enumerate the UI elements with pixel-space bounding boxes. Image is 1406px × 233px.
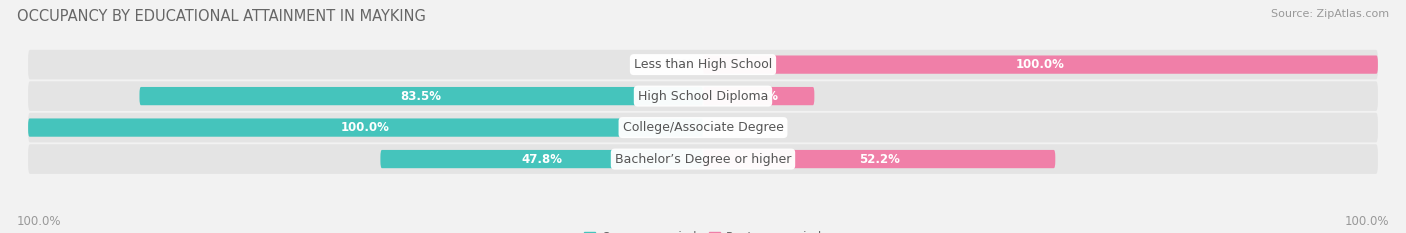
FancyBboxPatch shape <box>28 118 703 137</box>
Text: 47.8%: 47.8% <box>522 153 562 166</box>
FancyBboxPatch shape <box>703 87 814 105</box>
FancyBboxPatch shape <box>703 150 1056 168</box>
Text: 100.0%: 100.0% <box>342 121 389 134</box>
Text: 100.0%: 100.0% <box>1017 58 1064 71</box>
Text: 100.0%: 100.0% <box>1344 215 1389 228</box>
Text: 83.5%: 83.5% <box>401 90 441 103</box>
FancyBboxPatch shape <box>703 55 1378 74</box>
Text: 0.0%: 0.0% <box>713 121 742 134</box>
Legend: Owner-occupied, Renter-occupied: Owner-occupied, Renter-occupied <box>579 226 827 233</box>
Text: Source: ZipAtlas.com: Source: ZipAtlas.com <box>1271 9 1389 19</box>
Text: College/Associate Degree: College/Associate Degree <box>623 121 783 134</box>
FancyBboxPatch shape <box>28 113 1378 142</box>
FancyBboxPatch shape <box>28 144 1378 174</box>
Text: Less than High School: Less than High School <box>634 58 772 71</box>
Text: OCCUPANCY BY EDUCATIONAL ATTAINMENT IN MAYKING: OCCUPANCY BY EDUCATIONAL ATTAINMENT IN M… <box>17 9 426 24</box>
FancyBboxPatch shape <box>28 50 1378 79</box>
Text: Bachelor’s Degree or higher: Bachelor’s Degree or higher <box>614 153 792 166</box>
FancyBboxPatch shape <box>139 87 703 105</box>
FancyBboxPatch shape <box>381 150 703 168</box>
FancyBboxPatch shape <box>28 81 1378 111</box>
Text: 100.0%: 100.0% <box>17 215 62 228</box>
Text: High School Diploma: High School Diploma <box>638 90 768 103</box>
Text: 0.0%: 0.0% <box>664 58 693 71</box>
Text: 52.2%: 52.2% <box>859 153 900 166</box>
Text: 16.5%: 16.5% <box>738 90 779 103</box>
